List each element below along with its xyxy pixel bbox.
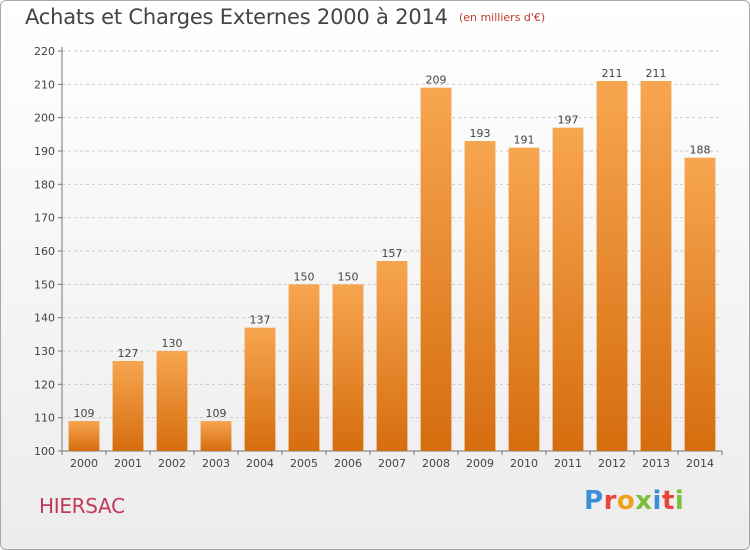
bar — [244, 327, 276, 451]
brand-logo: Proxiti — [584, 486, 684, 516]
x-tick-label: 2003 — [202, 457, 230, 470]
bars — [68, 81, 716, 452]
brand-letter: i — [652, 486, 662, 516]
x-tick-label: 2001 — [114, 457, 142, 470]
chart-title: Achats et Charges Externes 2000 à 2014 — [25, 5, 448, 29]
location-label: HIERSAC — [39, 494, 125, 518]
data-label: 150 — [294, 270, 315, 283]
bar — [288, 284, 320, 451]
bar — [552, 127, 584, 452]
brand-letter: r — [603, 486, 617, 516]
x-tick-label: 2008 — [422, 457, 450, 470]
y-tick-label: 200 — [34, 112, 55, 125]
data-label: 209 — [426, 74, 447, 87]
data-label: 191 — [514, 134, 535, 147]
data-label: 188 — [690, 144, 711, 157]
brand-letter: P — [584, 486, 604, 516]
bar — [596, 81, 628, 451]
brand-letter: x — [635, 486, 653, 516]
x-tick-label: 2000 — [70, 457, 98, 470]
x-tick-label: 2014 — [686, 457, 714, 470]
y-tick-label: 190 — [34, 145, 55, 158]
data-label: 130 — [162, 337, 183, 350]
data-label: 127 — [118, 347, 139, 360]
bar — [640, 81, 672, 451]
x-tick-labels: 2000 2001 2002 2003 2004 2005 2006 2007 2008 2009… — [70, 457, 714, 470]
x-tick-label: 2013 — [642, 457, 670, 470]
bar — [200, 421, 232, 451]
data-label: 150 — [338, 270, 359, 283]
bar — [112, 361, 144, 451]
x-tick-label: 2004 — [246, 457, 274, 470]
bar — [508, 147, 540, 451]
y-tick-label: 100 — [34, 445, 55, 458]
bar — [68, 421, 100, 451]
brand-letter: t — [661, 486, 675, 516]
bar — [684, 157, 716, 451]
y-tick-label: 110 — [34, 412, 55, 425]
bar — [420, 87, 452, 452]
x-tick-label: 2009 — [466, 457, 494, 470]
brand-letter: o — [616, 486, 636, 516]
bar — [464, 141, 496, 451]
data-label: 193 — [470, 127, 491, 140]
x-tick-label: 2012 — [598, 457, 626, 470]
x-tick-label: 2010 — [510, 457, 538, 470]
y-tick-label: 210 — [34, 78, 55, 91]
data-label: 109 — [74, 407, 95, 420]
y-tick-label: 130 — [34, 345, 55, 358]
data-label: 197 — [558, 114, 579, 127]
data-labels: 109 127 130 109 137 150 150 157 209 193 191 197 211 2… — [74, 67, 711, 420]
x-tick-label: 2007 — [378, 457, 406, 470]
data-label: 211 — [602, 67, 623, 80]
x-tick-label: 2006 — [334, 457, 362, 470]
y-tick-label: 170 — [34, 212, 55, 225]
y-tick-label: 220 — [34, 45, 55, 58]
bar — [156, 351, 188, 451]
data-label: 137 — [250, 314, 271, 327]
y-tick-label: 150 — [34, 278, 55, 291]
y-tick-labels: 100 110 120 130 140 150 160 170 180 190 200 210 220 — [34, 45, 55, 458]
y-tick-label: 180 — [34, 178, 55, 191]
data-label: 157 — [382, 247, 403, 260]
y-tick-label: 120 — [34, 378, 55, 391]
y-tick-label: 140 — [34, 312, 55, 325]
brand-letter: i — [674, 486, 685, 516]
x-tick-label: 2005 — [290, 457, 318, 470]
data-label: 109 — [206, 407, 227, 420]
bar — [332, 284, 364, 451]
bar — [376, 261, 408, 451]
x-tick-label: 2011 — [554, 457, 582, 470]
x-tick-label: 2002 — [158, 457, 186, 470]
chart-subtitle: (en milliers d'€) — [458, 11, 546, 24]
data-label: 211 — [646, 67, 667, 80]
title-row: Achats et Charges Externes 2000 à 2014 (… — [25, 5, 545, 29]
y-tick-label: 160 — [34, 245, 55, 258]
